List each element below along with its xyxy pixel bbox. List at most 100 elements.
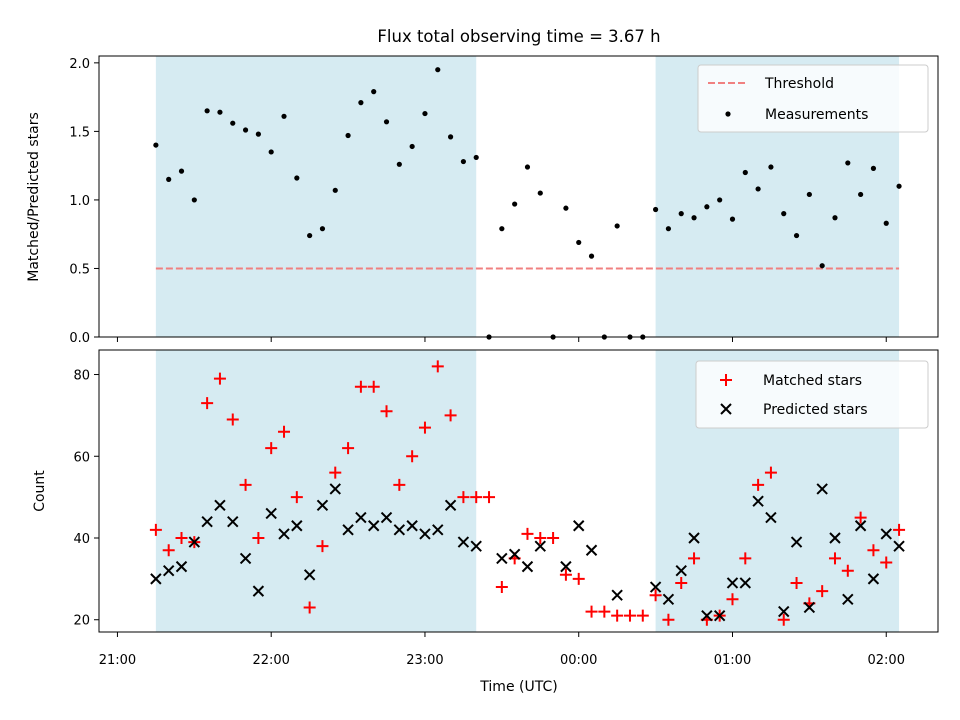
matched-point-50 [790,576,803,589]
measurement-point-14 [332,187,338,193]
predicted-point-22 [432,524,444,536]
measurement-point-34 [588,253,595,259]
matched-legend-label: Matched stars [763,373,862,389]
predicted-point-33 [611,589,623,601]
matched-point-24 [457,491,470,504]
predicted-point-28 [521,560,534,573]
predicted-point-48 [829,532,841,544]
measurement-point-15 [345,132,351,139]
predicted-point-4 [201,515,213,528]
matched-point-1 [162,544,175,557]
predicted-point-9 [265,507,277,520]
matched-point-2 [175,532,188,544]
matched-point-5 [213,372,226,385]
predicted-points [150,483,905,622]
top-x-ticks [116,337,887,342]
x-tick-label-3: 00:00 [560,653,597,668]
predicted-point-12 [303,569,316,581]
measurement-point-25 [473,154,479,161]
matched-point-16 [354,380,367,393]
matched-point-10 [278,425,291,438]
matched-point-17 [367,380,380,393]
measurement-point-9 [268,149,274,155]
predicted-point-47 [816,483,828,495]
matched-point-39 [649,589,662,602]
measurement-point-36 [614,223,620,229]
predicted-point-45 [790,536,803,548]
predicted-point-1 [162,564,175,577]
measurement-point-45 [729,216,736,222]
measurement-point-53 [832,215,838,221]
matched-point-46 [739,552,752,565]
measurement-point-21 [422,110,428,117]
top-y-ticks: 0.0 0.5 1.0 1.5 2.0 [69,57,99,346]
matched-point-0 [149,523,162,536]
x-axis-label: Time (UTC) [479,679,557,695]
measurement-point-55 [858,191,864,198]
predicted-point-32 [585,544,598,556]
matched-point-33 [572,572,585,585]
measurement-point-41 [678,211,684,217]
bottom-y-tick-label-2: 60 [73,450,90,465]
matched-point-12 [303,601,316,614]
predicted-point-44 [778,605,790,618]
predicted-point-31 [573,520,585,532]
measurement-point-48 [768,164,774,170]
matched-point-7 [239,478,252,491]
measurement-point-39 [653,206,659,213]
measurement-point-19 [396,161,402,167]
measurement-point-58 [896,183,902,189]
bottom-y-tick-label-1: 40 [73,532,90,547]
predicted-legend-label: Predicted stars [763,402,868,418]
predicted-point-43 [765,511,777,524]
measurement-point-52 [819,263,825,269]
measurement-point-22 [435,67,441,73]
matched-point-26 [483,491,496,504]
predicted-point-30 [560,560,572,573]
predicted-point-21 [419,528,431,540]
predicted-point-10 [278,528,290,540]
top-axes-frame [98,55,939,338]
matched-point-11 [290,491,303,504]
predicted-legend-icon [720,403,732,415]
measurement-point-23 [447,134,454,140]
measurement-point-7 [242,127,249,133]
predicted-point-19 [393,524,406,536]
top-y-tick-label-3: 1.5 [69,125,90,140]
matched-points [149,360,906,626]
measurement-point-6 [230,120,236,126]
matched-point-4 [201,397,214,410]
bottom-legend-box [695,360,929,429]
matched-point-19 [393,478,406,491]
matched-point-6 [226,413,239,426]
bottom-legend: Matched stars Predicted stars [695,360,929,429]
predicted-point-39 [713,609,726,622]
matched-point-18 [380,405,393,418]
matched-point-54 [841,564,854,577]
measurement-point-20 [409,143,415,150]
measurement-point-17 [371,89,377,95]
measurement-point-11 [294,175,300,181]
matched-point-52 [816,585,829,598]
matched-point-56 [867,544,880,557]
matched-point-25 [470,491,483,504]
measurement-point-51 [806,191,812,198]
measurement-point-46 [742,169,748,176]
measurement-point-54 [845,160,851,166]
measurement-point-42 [691,215,697,221]
measurement-point-18 [383,119,390,125]
predicted-point-5 [214,499,226,512]
measurement-points [153,67,902,340]
measurement-point-32 [563,205,569,211]
matched-point-57 [880,556,893,569]
measurement-point-10 [281,113,287,119]
measurement-point-49 [781,211,787,217]
predicted-point-18 [380,511,393,524]
predicted-point-20 [406,520,418,532]
measurement-point-56 [870,165,877,171]
x-tick-label-1: 22:00 [252,653,289,668]
predicted-point-13 [316,499,329,512]
predicted-point-11 [291,520,303,532]
x-tick-label-0: 21:00 [99,653,136,668]
